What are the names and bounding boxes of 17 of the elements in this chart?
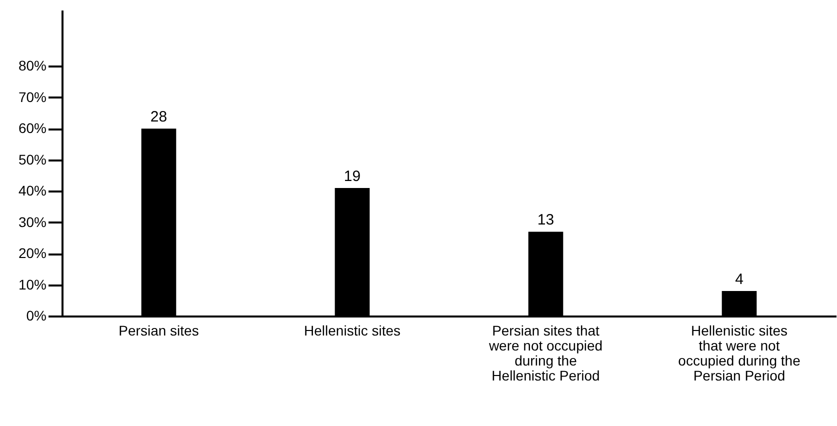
annotation: 4 <box>735 271 744 288</box>
y-tick-label: 0% <box>26 308 46 324</box>
y-tick-label: 80% <box>18 58 46 74</box>
y-tick-label: 20% <box>18 245 46 262</box>
annotation: 13 <box>537 212 554 229</box>
y-tick-label: 10% <box>18 276 46 292</box>
y-tick-label: 60% <box>18 120 46 136</box>
x-tick-label: Hellenistic sites that were not occupied during the Persian Period <box>678 322 801 384</box>
annotation: 28 <box>150 108 168 126</box>
annotation: 19 <box>344 168 361 185</box>
x-tick-label: Persian sites that were not occupied during the Hellenistic Period <box>488 322 603 384</box>
y-tick-label: 70% <box>18 88 46 105</box>
y-tick-label: 40% <box>18 182 46 199</box>
x-tick-label: Persian sites <box>118 322 199 338</box>
y-tick-label: 30% <box>18 214 46 230</box>
y-tick-label: 50% <box>18 151 46 168</box>
x-tick-label: Hellenistic sites <box>304 322 400 338</box>
